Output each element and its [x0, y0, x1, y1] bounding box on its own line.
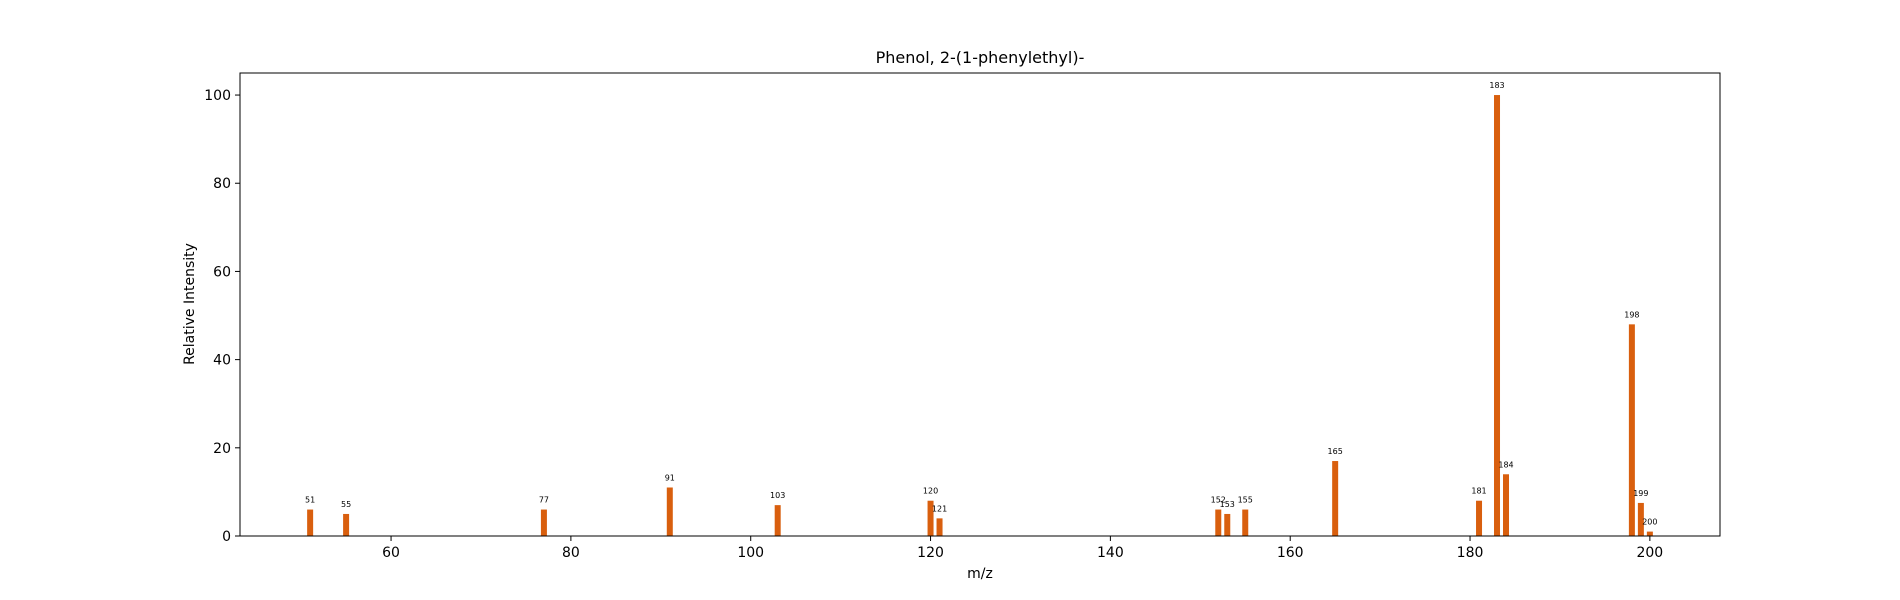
peak-label: 51	[305, 496, 315, 505]
peak-bar	[1242, 509, 1249, 536]
y-tick-label: 80	[213, 176, 231, 192]
peak-label: 198	[1624, 310, 1639, 319]
peak-bar	[1332, 461, 1339, 536]
x-tick-label: 120	[917, 545, 944, 561]
peak-bar	[1224, 513, 1231, 536]
peak-bar	[936, 518, 943, 536]
y-tick-label: 60	[213, 264, 231, 280]
peak-label: 199	[1633, 489, 1648, 498]
x-tick-label: 60	[382, 545, 400, 561]
x-tick-label: 80	[562, 545, 580, 561]
peak-bar	[666, 487, 673, 536]
peak-label: 103	[770, 491, 785, 500]
peak-label: 152	[1211, 496, 1226, 505]
peak-label: 165	[1328, 447, 1343, 456]
peak-bar	[1215, 509, 1222, 536]
y-tick-label: 20	[213, 441, 231, 457]
x-axis: 60 80 100 120 140 160 180 200	[382, 536, 1663, 561]
y-axis-label: Relative Intensity	[182, 243, 198, 365]
peak-label: 184	[1498, 460, 1513, 469]
peak-bar	[927, 500, 934, 536]
plot-frame	[239, 72, 1721, 537]
x-tick-label: 200	[1636, 545, 1663, 561]
bars-group	[307, 95, 1653, 537]
y-tick-label: 100	[204, 88, 231, 104]
peak-label: 77	[539, 496, 549, 505]
peak-bar	[540, 509, 547, 536]
x-tick-label: 100	[737, 545, 764, 561]
x-tick-label: 180	[1457, 545, 1484, 561]
peak-label: 181	[1471, 487, 1486, 496]
peak-bar	[1476, 500, 1483, 536]
peak-bar	[343, 513, 350, 536]
x-tick-label: 160	[1277, 545, 1304, 561]
peak-label: 91	[665, 473, 675, 482]
peak-bar	[1646, 531, 1653, 536]
peak-bar	[1503, 474, 1510, 536]
peak-label: 121	[932, 504, 947, 513]
y-tick-label: 40	[213, 353, 231, 369]
peak-label: 55	[341, 500, 351, 509]
peak-label: 200	[1642, 518, 1657, 527]
peak-bar	[1628, 324, 1635, 536]
x-axis-label: m/z	[967, 566, 993, 582]
peak-label: 153	[1220, 500, 1235, 509]
y-axis: 0 20 40 60 80 100	[204, 88, 240, 545]
peak-bar	[307, 509, 314, 536]
peak-bar	[1637, 502, 1644, 536]
peak-bar	[1494, 95, 1501, 537]
chart-title: Phenol, 2-(1-phenylethyl)-	[876, 48, 1085, 67]
y-tick-label: 0	[222, 529, 231, 545]
x-tick-label: 140	[1097, 545, 1124, 561]
peak-label: 183	[1489, 81, 1504, 90]
peak-label: 155	[1238, 496, 1253, 505]
peak-bar	[774, 505, 781, 536]
peak-label: 120	[923, 487, 938, 496]
